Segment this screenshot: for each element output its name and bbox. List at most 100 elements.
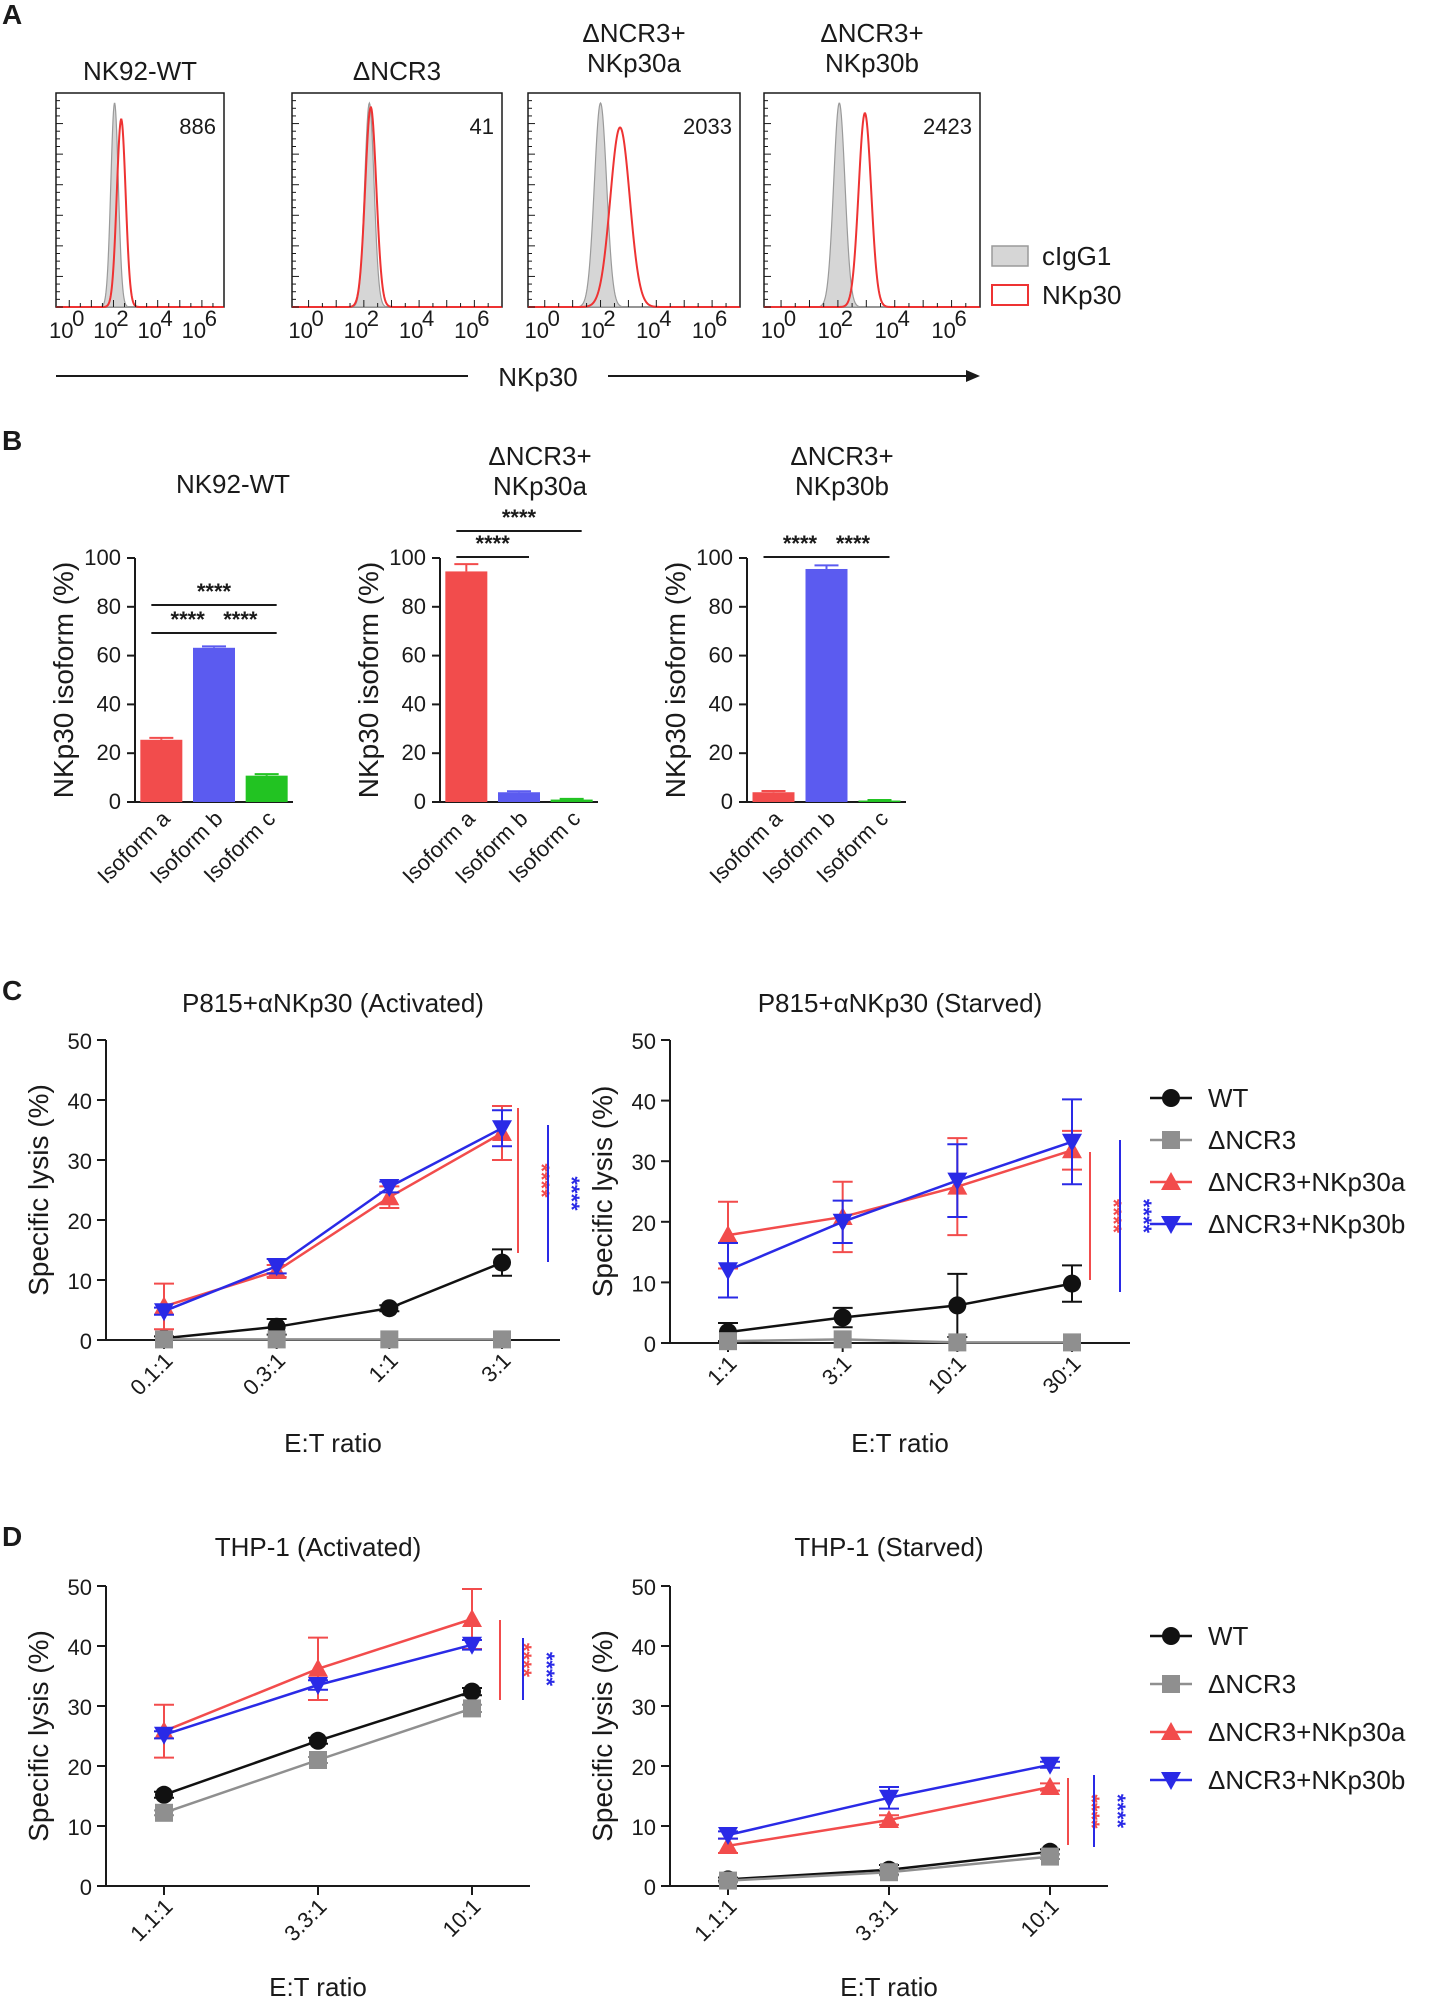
y-tick-label: 50 [632,1029,656,1054]
y-tick-label: 50 [68,1575,92,1600]
x-tick-label: 3.3:1 [279,1894,331,1946]
y-tick-label: 20 [402,740,426,765]
legend-label: ΔNCR3+NKp30a [1208,1717,1406,1747]
y-tick-label: 0 [80,1875,92,1900]
y-axis-label: Specific lysis (%) [587,1086,618,1298]
panel-label-b: B [2,425,22,456]
x-tick-label: 10 [49,318,73,343]
nkp30-histogram [292,106,502,308]
data-point [493,1330,511,1349]
bar-chart-title-line: NKp30a [493,471,587,501]
bar [445,571,488,802]
legend-label: ΔNCR3+NKp30b [1208,1765,1405,1795]
series-line [727,1140,1073,1272]
legend-marker [1162,1627,1180,1645]
y-tick-label: 40 [97,691,121,716]
x-tick-exponent: 2 [841,306,853,331]
x-tick-label: 10 [288,318,312,343]
x-tick-label: 10:1 [438,1894,486,1942]
series-line [163,1131,503,1308]
y-tick-label: 0 [644,1875,656,1900]
x-tick-label: 3:1 [817,1351,856,1390]
x-tick-label: 10:1 [923,1351,971,1399]
mfi-value: 41 [470,114,494,139]
y-tick-label: 40 [632,1635,656,1660]
y-tick-label: 20 [68,1209,92,1234]
y-tick-label: 30 [632,1695,656,1720]
y-tick-label: 60 [709,643,733,668]
legend-marker [1162,1675,1180,1693]
y-tick-label: 40 [632,1090,656,1115]
mfi-value: 2033 [683,114,732,139]
bar-chart-title-line: ΔNCR3+ [790,441,893,471]
x-tick-exponent: 2 [116,306,128,331]
y-tick-label: 0 [644,1332,656,1357]
x-tick-label: 10 [874,318,898,343]
data-point [1040,1756,1060,1775]
legend-label: WT [1208,1621,1249,1651]
y-tick-label: 50 [632,1575,656,1600]
y-axis-label: NKp30 isoform (%) [353,562,384,799]
significance-label: **** [223,607,258,632]
data-point [719,1871,737,1890]
x-tick-exponent: 0 [548,306,560,331]
y-axis-label: Specific lysis (%) [587,1630,618,1842]
histogram-title: ΔNCR3 [353,56,441,86]
y-tick-label: 20 [709,740,733,765]
legend-marker [1162,1089,1180,1107]
panel-label-d: D [2,1521,22,1552]
y-tick-label: 40 [709,691,733,716]
x-tick-label: 3:1 [476,1348,515,1387]
legend-label: ΔNCR3 [1208,1669,1296,1699]
legend-label: WT [1208,1083,1249,1113]
bar-chart-title: NK92-WT [176,469,290,499]
x-tick-label: 0.1:1 [125,1348,177,1400]
data-point [948,1296,967,1315]
legend-marker [1161,1772,1181,1790]
data-point [718,1827,738,1845]
x-tick-label: 10 [636,318,660,343]
line-chart-c-activated: P815+αNKp30 (Activated) 0 10 20 30 40 50 Specif… [23,988,584,1458]
y-tick-label: 20 [632,1755,656,1780]
data-point [880,1863,898,1882]
data-point [154,1726,174,1745]
x-tick-exponent: 0 [311,306,323,331]
x-tick-label: 1:1 [702,1351,741,1390]
y-tick-label: 0 [414,789,426,814]
y-tick-label: 40 [68,1089,92,1114]
y-tick-label: 30 [68,1149,92,1174]
significance-label: **** [1131,1199,1156,1234]
significance-label: **** [1105,1794,1130,1829]
y-tick-label: 60 [97,643,121,668]
significance-label: **** [534,1652,559,1687]
data-point [308,1658,328,1677]
legend-marker [1161,1216,1181,1234]
data-point [493,1253,511,1272]
data-point [155,1785,173,1804]
histogram-title: NK92-WT [83,56,197,86]
y-tick-label: 0 [109,789,121,814]
xlabel-background [468,358,608,394]
nkp30-histogram [56,118,224,308]
data-point [879,1810,899,1828]
significance-label: **** [783,531,818,556]
data-point [462,1636,482,1655]
x-tick-exponent: 0 [72,306,84,331]
y-tick-label: 30 [68,1695,92,1720]
nkp30-histogram [764,112,980,308]
y-tick-label: 20 [68,1755,92,1780]
series-line [163,1127,503,1313]
x-tick-label: 10 [761,318,785,343]
data-point [832,1213,853,1232]
y-axis-label: Specific lysis (%) [23,1084,54,1296]
data-point [308,1677,328,1695]
histogram-title-line: ΔNCR3+ [582,18,685,48]
legend-label: ΔNCR3+NKp30a [1208,1167,1406,1197]
x-tick-label: 10 [137,318,161,343]
x-tick-label: 10 [182,318,206,343]
y-tick-label: 50 [68,1029,92,1054]
